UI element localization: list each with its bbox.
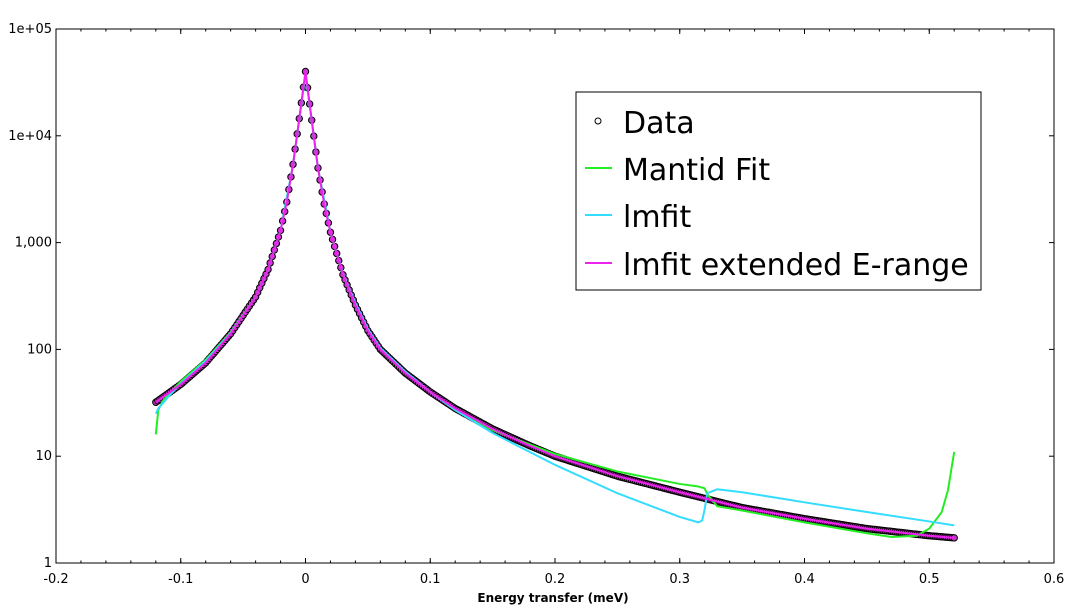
legend-box [575, 91, 982, 291]
plot-frame [55, 28, 1055, 564]
x-tick-label: 0.2 [545, 572, 566, 587]
legend: Data Mantid Fit lmfit lmfit extended E-rang… [575, 91, 982, 291]
legend-label-lmfit-extended-e-range: lmfit extended E-range [623, 248, 969, 283]
y-tick-label: 1e+05 [8, 22, 52, 37]
series-line-lmfit-extended-e-range [155, 70, 955, 539]
y-tick-label: 10 [35, 449, 52, 464]
x-tick-label: 0.5 [919, 572, 940, 587]
x-tick-label: 0.4 [794, 572, 815, 587]
y-tick-label: 1 [44, 556, 52, 571]
ticks-layer: -0.2 -0.1 0 0.1 0.2 0.3 0.4 0.5 0.6 1 10 100 1,000 1e… [8, 22, 1064, 587]
x-tick-label: 0.1 [420, 572, 441, 587]
x-tick-label: 0.3 [669, 572, 690, 587]
x-tick-label: -0.1 [168, 572, 193, 587]
x-axis-title: Energy transfer (meV) [477, 591, 628, 605]
legend-marker-data [594, 117, 602, 125]
x-tick-label: 0 [301, 572, 309, 587]
y-tick-label: 1e+04 [8, 129, 52, 144]
y-tick-label: 100 [27, 342, 52, 357]
x-tick-label: -0.2 [43, 572, 68, 587]
y-tick-label: 1,000 [15, 236, 52, 251]
series-layer [152, 67, 958, 542]
legend-label-mantid-fit: Mantid Fit [623, 153, 770, 188]
x-tick-label: 0.6 [1044, 572, 1065, 587]
legend-label-lmfit: lmfit [623, 200, 691, 235]
legend-label-data: Data [623, 106, 695, 141]
